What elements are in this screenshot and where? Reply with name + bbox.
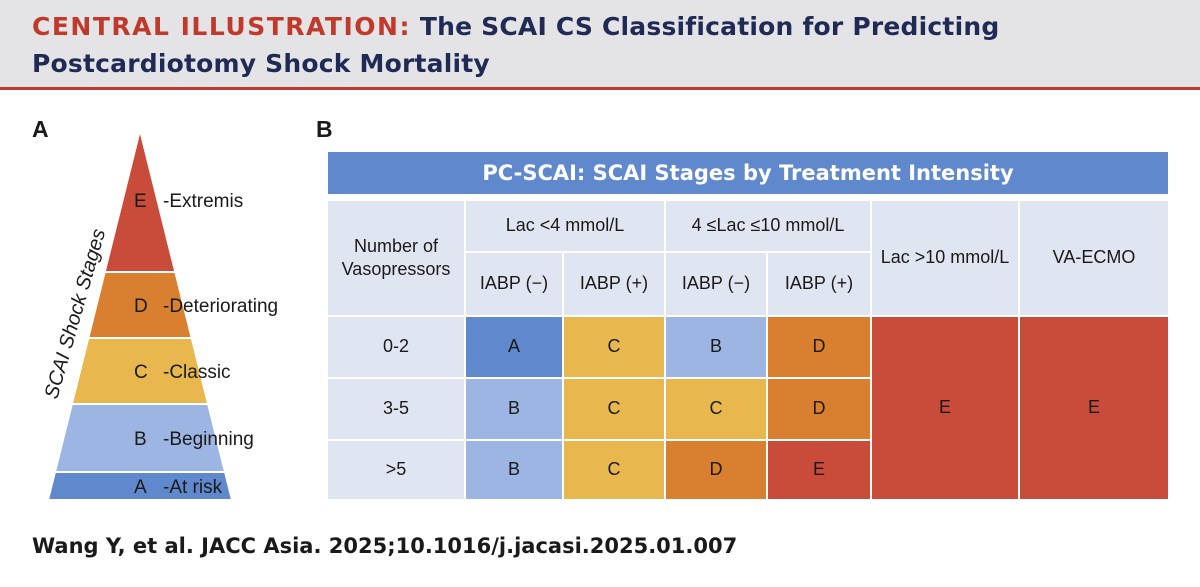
sub-header-lac-low-iabp-neg: IABP (−) (466, 253, 562, 315)
stage-cell: C (666, 379, 766, 439)
pyramid-stage-letter: B (134, 429, 147, 450)
stage-cell: B (466, 379, 562, 439)
header-banner: CENTRAL ILLUSTRATION: The SCAI CS Classi… (0, 0, 1200, 90)
sub-header-lac-mid-iabp-neg: IABP (−) (666, 253, 766, 315)
sub-header-lac-low-iabp-pos: IABP (+) (564, 253, 664, 315)
table-title: PC-SCAI: SCAI Stages by Treatment Intens… (328, 152, 1168, 194)
stage-cell: C (564, 379, 664, 439)
pyramid-band-a (46, 471, 234, 501)
panel-b-label: B (316, 116, 333, 142)
pyramid-stage-name: -Extremis (163, 191, 243, 212)
title-tag: CENTRAL ILLUSTRATION: (32, 12, 411, 41)
col-header-va-ecmo: VA-ECMO (1020, 201, 1168, 315)
stage-cell: D (666, 441, 766, 499)
row-label-0-2: 0-2 (328, 317, 464, 377)
sub-header-lac-mid-iabp-pos: IABP (+) (768, 253, 870, 315)
title-line-2: Postcardiotomy Shock Mortality (32, 49, 490, 78)
pyramid-stage-name: -Beginning (163, 429, 254, 450)
title-text: The SCAI CS Classification for Predictin… (419, 12, 1000, 41)
stage-cell: A (466, 317, 562, 377)
pyramid-stage-letter: C (134, 362, 148, 383)
pyramid-stage-name: -Classic (163, 362, 231, 383)
stage-cell: E (768, 441, 870, 499)
pyramid-stage-letter: E (134, 191, 147, 212)
pyramid-stage-letter: D (134, 296, 148, 317)
pyramid-stage-name: -At risk (163, 477, 223, 498)
row-label-over-5: >5 (328, 441, 464, 499)
shock-stage-pyramid: E -Extremis D -Deteriorating C -Classic B -Begi… (41, 129, 278, 501)
pyramid-stage-letter: A (134, 477, 147, 498)
row-header-vasopressors: Number of Vasopressors (328, 201, 464, 315)
group-header-lac-low: Lac <4 mmol/L (466, 201, 664, 251)
citation: Wang Y, et al. JACC Asia. 2025;10.1016/j… (32, 534, 738, 558)
stage-cell-va-ecmo: E (1020, 317, 1168, 499)
stage-cell: B (666, 317, 766, 377)
group-header-lac-mid: 4 ≤Lac ≤10 mmol/L (666, 201, 870, 251)
stage-cell-lac-high: E (872, 317, 1018, 499)
col-header-lac-high: Lac >10 mmol/L (872, 201, 1018, 315)
stage-cell: C (564, 317, 664, 377)
pyramid-stage-name: -Deteriorating (163, 296, 278, 317)
row-label-3-5: 3-5 (328, 379, 464, 439)
stage-cell: D (768, 317, 870, 377)
panel-a-label: A (32, 116, 49, 142)
stage-cell: D (768, 379, 870, 439)
title-line-1: CENTRAL ILLUSTRATION: The SCAI CS Classi… (32, 12, 999, 41)
stage-cell: B (466, 441, 562, 499)
stage-cell: C (564, 441, 664, 499)
